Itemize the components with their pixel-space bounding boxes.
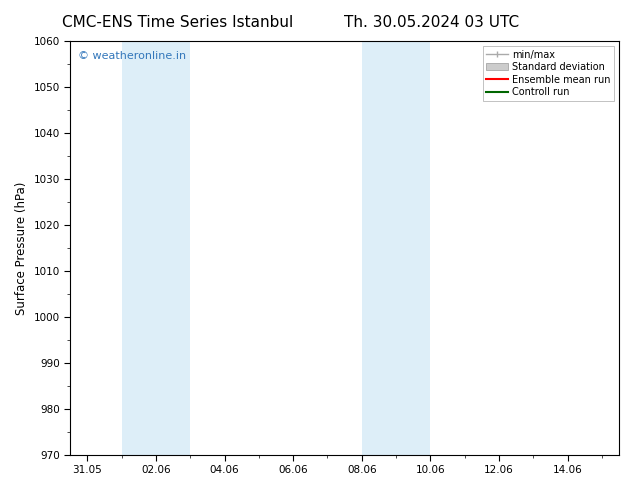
Text: © weatheronline.in: © weatheronline.in (79, 51, 186, 61)
Y-axis label: Surface Pressure (hPa): Surface Pressure (hPa) (15, 181, 28, 315)
Bar (362, 41, 430, 455)
Text: Th. 30.05.2024 03 UTC: Th. 30.05.2024 03 UTC (344, 15, 519, 30)
Bar (122, 41, 190, 455)
Text: CMC-ENS Time Series Istanbul: CMC-ENS Time Series Istanbul (62, 15, 293, 30)
Legend: min/max, Standard deviation, Ensemble mean run, Controll run: min/max, Standard deviation, Ensemble me… (482, 46, 614, 101)
